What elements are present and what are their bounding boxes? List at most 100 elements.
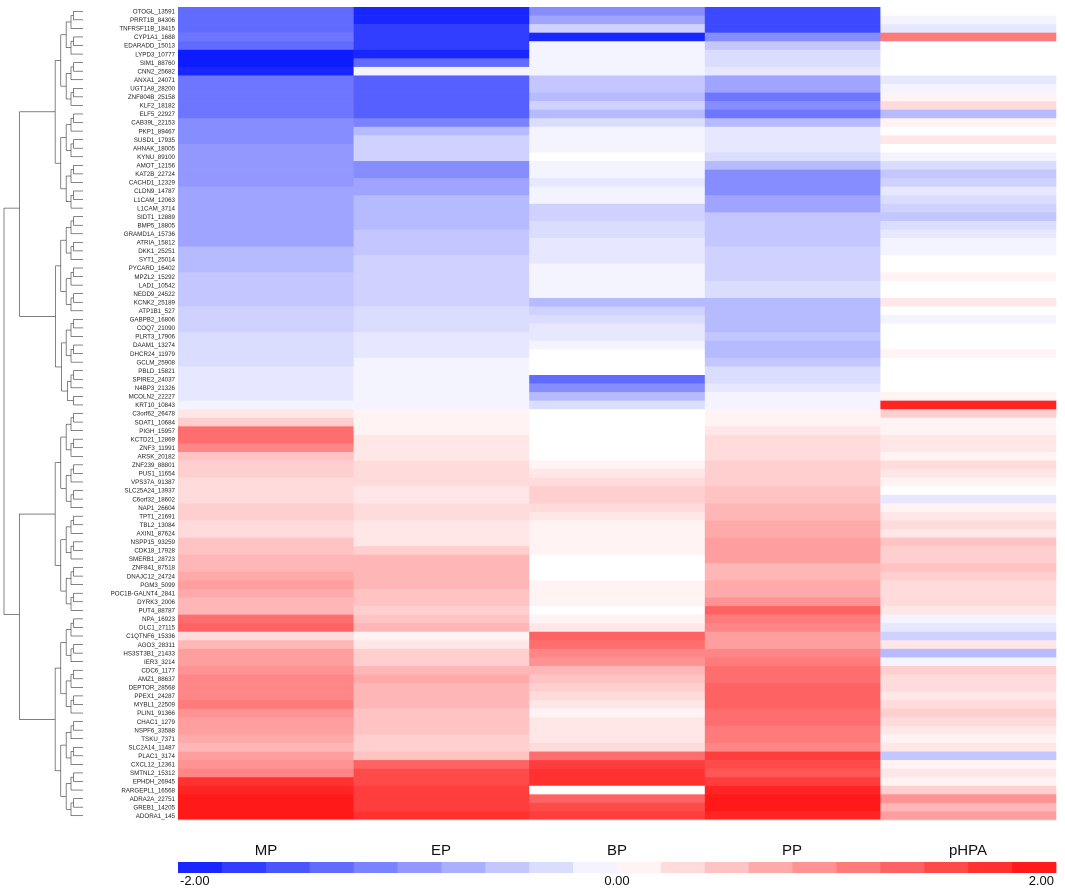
heatmap-cell [353,323,530,333]
heatmap-cell [880,58,1057,68]
heatmap-cell [353,374,530,384]
heatmap-cell [353,708,530,718]
heatmap-cell [880,802,1057,812]
heatmap-cell [704,717,881,727]
heatmap-cell [178,657,354,667]
heatmap-cell [353,794,530,804]
heatmap-cell [353,777,530,787]
heatmap-cell [353,529,530,538]
heatmap-cell [704,802,881,812]
heatmap-cell [704,417,881,427]
heatmap-cell [178,537,354,547]
heatmap-cell [353,135,530,145]
heatmap-cell [529,785,706,795]
heatmap-cell [529,768,706,778]
heatmap-cell [529,220,706,230]
color-scale-bar [178,862,1057,873]
row-label: ZNF841_87518 [132,565,176,572]
row-label: MCOLN2_22227 [129,394,176,401]
row-label: CXCL12_12361 [131,762,176,769]
heatmap-cell [178,15,354,25]
heatmap-cell [178,563,354,573]
heatmap-cell [353,229,530,239]
heatmap-cell [704,811,881,821]
heatmap-cell [529,597,706,607]
row-label: L1CAM_3714 [137,205,175,212]
heatmap-cell [880,452,1057,461]
heatmap-cell [880,469,1057,478]
heatmap-cell [178,648,354,658]
heatmap-cell [178,297,354,307]
heatmap-cell [529,443,706,453]
heatmap-cell [353,349,530,359]
heatmap-cell [529,529,706,538]
heatmap-cell [880,537,1057,547]
heatmap-cell [178,195,354,205]
heatmap-cell [529,486,706,496]
heatmap-cell [353,246,530,256]
row-label: SPIRE2_24037 [132,376,175,383]
heatmap-cell [704,186,881,196]
heatmap-cell [178,263,354,273]
heatmap-cell [704,41,881,51]
heatmap-cell [529,212,706,222]
heatmap-cell [353,811,530,821]
heatmap-cell [353,683,530,692]
heatmap-cell [178,135,354,145]
row-label: LAD1_10542 [139,282,176,289]
row-label: ZNF804B_25158 [128,94,176,101]
heatmap-cell [880,426,1057,436]
heatmap-cell [880,315,1057,324]
heatmap-cell [529,24,706,33]
row-label: PKP1_89467 [139,128,176,135]
row-label: TSKU_7371 [141,736,175,743]
heatmap-cell [704,297,881,307]
heatmap-cell [704,374,881,384]
heatmap-cell [704,708,881,718]
heatmap-cell [704,75,881,85]
heatmap-cell [178,700,354,710]
row-label: CDC6_1177 [141,667,175,674]
heatmap-cell [880,520,1057,530]
heatmap-cell [704,392,881,401]
heatmap-cell [353,366,530,376]
heatmap-cell [353,452,530,461]
heatmap-cell [353,92,530,102]
heatmap-cell [178,49,354,59]
heatmap-cell [353,460,530,470]
heatmap-cell [353,563,530,573]
row-label: N4BP3_21326 [135,385,176,392]
row-label: EPHDH_26945 [133,779,176,786]
heatmap-cell [704,443,881,453]
heatmap-cell [880,614,1057,624]
heatmap-cell [880,195,1057,205]
heatmap-cell [178,272,354,282]
row-label: LYPD3_10777 [135,51,175,58]
heatmap-cell [529,297,706,307]
row-label: CLDN9_14787 [134,188,175,195]
heatmap-cell [178,349,354,359]
heatmap-cell [353,109,530,119]
heatmap-cell [353,537,530,547]
heatmap-cell [353,588,530,598]
heatmap-cell [353,220,530,230]
heatmap-cell [529,143,706,153]
row-label: SLC2A14_11487 [128,744,175,751]
heatmap-cell [353,400,530,410]
heatmap-cell [353,178,530,188]
heatmap-cell [704,503,881,513]
heatmap-cell [529,571,706,581]
heatmap-cell [529,340,706,350]
heatmap-cell [529,691,706,701]
heatmap-cell [880,503,1057,513]
row-label: C3orf62_26478 [132,411,175,418]
heatmap-cell [880,563,1057,573]
heatmap-cell [529,631,706,641]
heatmap-cell [353,383,530,393]
heatmap-cell [178,477,354,487]
heatmap-cell [880,751,1057,761]
row-label: SOAT1_10684 [135,419,176,426]
heatmap-cell [178,546,354,556]
heatmap-cell [704,546,881,556]
heatmap-cell [529,161,706,170]
